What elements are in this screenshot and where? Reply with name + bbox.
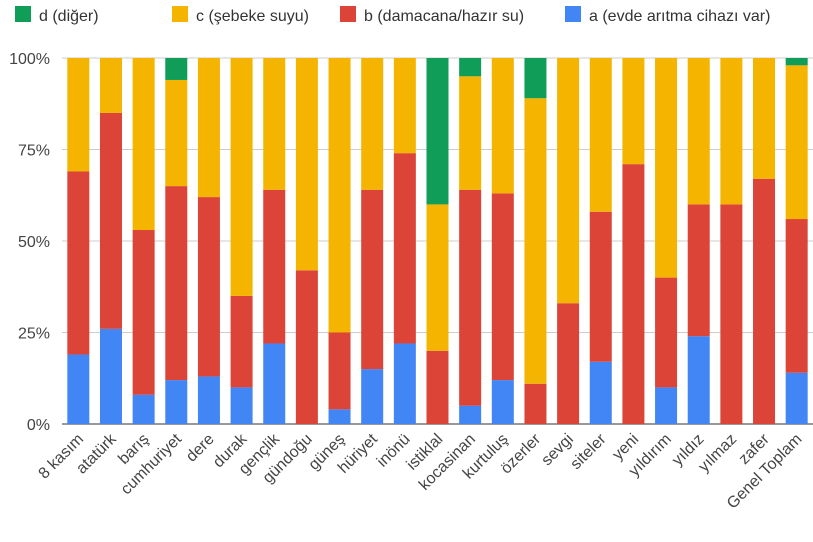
- bar-segment: [393, 343, 416, 424]
- y-tick-label: 50%: [18, 234, 50, 251]
- bar-segment: [785, 58, 808, 66]
- bar-segment: [99, 58, 122, 113]
- bar-segment: [99, 112, 122, 329]
- legend-swatch: [15, 6, 31, 22]
- bar-segment: [197, 58, 220, 198]
- bar-segment: [67, 354, 90, 424]
- bar-segment: [295, 58, 318, 271]
- bar-segment: [361, 58, 384, 190]
- bar-segment: [165, 186, 188, 381]
- bar-segment: [328, 58, 351, 333]
- bar-segment: [328, 409, 351, 424]
- bar-segment: [785, 372, 808, 424]
- bar-segment: [263, 343, 286, 424]
- bar-segment: [524, 98, 547, 384]
- bar-segment: [393, 153, 416, 344]
- y-tick-label: 0%: [27, 417, 50, 434]
- bar-segment: [655, 277, 678, 388]
- bar-segment: [557, 58, 580, 304]
- bar-segment: [295, 270, 318, 424]
- bar-segment: [622, 164, 645, 424]
- bar-segment: [230, 387, 253, 424]
- bar-segment: [491, 380, 514, 424]
- bar-segment: [524, 58, 547, 99]
- legend-swatch: [565, 6, 581, 22]
- bar-segment: [426, 350, 449, 424]
- bar-segment: [197, 197, 220, 377]
- bar-segment: [687, 336, 710, 424]
- legend-label: a (evde arıtma cihazı var): [589, 8, 770, 25]
- bar-segment: [426, 58, 449, 205]
- bar-segment: [589, 58, 612, 212]
- bar-segment: [524, 383, 547, 424]
- bar-segment: [263, 189, 286, 344]
- bar-segment: [655, 387, 678, 424]
- bar-segment: [426, 204, 449, 351]
- x-tick-label: 8 kasım: [36, 431, 88, 483]
- bar-segment: [785, 65, 808, 220]
- bar-segment: [589, 211, 612, 362]
- bar-segment: [132, 58, 155, 231]
- bar-segment: [197, 376, 220, 424]
- legend-swatch: [340, 6, 356, 22]
- bar-segment: [459, 58, 482, 77]
- bar-segment: [491, 58, 514, 194]
- bar-segment: [99, 328, 122, 424]
- bar-segment: [785, 219, 808, 373]
- bar-segment: [132, 394, 155, 424]
- bar-segment: [720, 58, 743, 205]
- bar-segment: [720, 204, 743, 424]
- bar-segment: [165, 58, 188, 80]
- y-tick-label: 75%: [18, 143, 50, 160]
- bar-segment: [753, 178, 776, 424]
- bar-segment: [165, 380, 188, 424]
- bar-segment: [753, 58, 776, 179]
- bar-segment: [132, 230, 155, 395]
- bar-segment: [459, 189, 482, 406]
- legend-label: d (diğer): [39, 8, 99, 25]
- bar-segment: [230, 58, 253, 296]
- bar-segment: [655, 58, 678, 278]
- bar-segment: [67, 58, 90, 172]
- bar-segment: [459, 76, 482, 190]
- bar-segment: [361, 369, 384, 424]
- bar-segment: [67, 171, 90, 355]
- bar-segment: [361, 189, 384, 370]
- legend-label: b (damacana/hazır su): [364, 8, 524, 25]
- legend-swatch: [172, 6, 188, 22]
- bar-segment: [393, 58, 416, 154]
- bar-segment: [491, 193, 514, 381]
- y-tick-label: 100%: [9, 51, 50, 68]
- bar-segment: [622, 58, 645, 165]
- bar-segment: [687, 204, 710, 337]
- bar-segment: [328, 332, 351, 410]
- bar-segment: [459, 405, 482, 424]
- bar-segment: [165, 79, 188, 187]
- bar-segment: [589, 361, 612, 424]
- x-tick-label: siteler: [567, 430, 610, 473]
- bar-segment: [230, 295, 253, 388]
- bar-segment: [557, 303, 580, 424]
- legend-label: c (şebeke suyu): [196, 8, 309, 25]
- bar-segment: [263, 58, 286, 190]
- y-tick-label: 25%: [18, 326, 50, 343]
- bar-segment: [687, 58, 710, 205]
